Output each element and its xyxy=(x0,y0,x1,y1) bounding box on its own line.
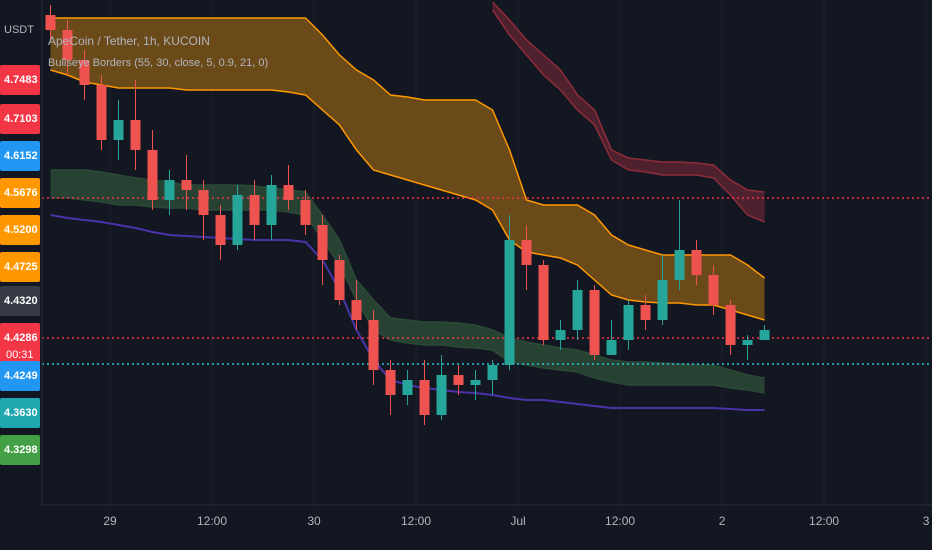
price-badge-label: 4.7103 xyxy=(4,113,38,125)
price-badge xyxy=(0,141,40,171)
x-tick-label: 3 xyxy=(923,514,930,528)
price-badge xyxy=(0,435,40,465)
candle-body xyxy=(453,375,464,385)
price-badge-label: 4.5200 xyxy=(4,224,38,236)
x-tick-label: 2 xyxy=(719,514,726,528)
candle-body xyxy=(283,185,294,200)
candle-body xyxy=(249,195,260,225)
candle-body xyxy=(368,320,379,370)
candle-body xyxy=(538,265,549,340)
band-fill xyxy=(492,2,765,222)
band-lower-line xyxy=(491,9,765,223)
candle-body xyxy=(232,195,243,245)
candle-body xyxy=(215,215,226,245)
price-badge xyxy=(0,215,40,245)
price-badge-label: 4.4286 xyxy=(4,332,38,344)
x-tick-label: 12:00 xyxy=(197,514,227,528)
candle-body xyxy=(470,380,481,385)
candle-body xyxy=(351,300,362,320)
candle-body xyxy=(334,260,345,300)
x-tick-label: 30 xyxy=(307,514,321,528)
candle-body xyxy=(708,275,719,305)
candle-body xyxy=(759,330,770,340)
band-fill xyxy=(50,18,765,320)
candle-body xyxy=(130,120,141,150)
candle-body xyxy=(45,15,56,30)
candle-body xyxy=(266,185,277,225)
indicator-label: Bullseye Borders (55, 30, close, 5, 0.9,… xyxy=(48,57,268,69)
candle-body xyxy=(198,190,209,215)
candle-body xyxy=(164,180,175,200)
price-badge-countdown: 00:31 xyxy=(6,349,34,361)
candle-body xyxy=(674,250,685,280)
candle-body xyxy=(657,280,668,320)
band-upper-line xyxy=(50,17,765,279)
candle-body xyxy=(606,340,617,355)
candle-body xyxy=(521,240,532,265)
price-badge xyxy=(0,398,40,428)
candle-body xyxy=(96,85,107,140)
price-badge-label: 4.3630 xyxy=(4,407,38,419)
candle-body xyxy=(572,290,583,330)
candle-body xyxy=(555,330,566,340)
band-upper-line xyxy=(491,1,765,193)
band-fill xyxy=(50,170,765,393)
candle-body xyxy=(589,290,600,355)
price-badge xyxy=(0,286,40,316)
price-badge-label: 4.5676 xyxy=(4,187,38,199)
candle-body xyxy=(504,240,515,365)
price-badge-label: 4.3298 xyxy=(4,444,38,456)
candle-body xyxy=(113,120,124,140)
x-tick-label: Jul xyxy=(510,514,525,528)
plot-area xyxy=(42,0,932,505)
candle-body xyxy=(742,340,753,345)
candle-body xyxy=(317,225,328,260)
candle-body xyxy=(640,305,651,320)
price-badge-label: 4.4725 xyxy=(4,261,38,273)
candle-body xyxy=(725,305,736,345)
price-badge xyxy=(0,252,40,282)
price-badge-label: 4.4320 xyxy=(4,295,38,307)
unit-label: USDT xyxy=(4,24,34,36)
price-badge xyxy=(0,323,40,363)
price-badge xyxy=(0,104,40,134)
candle-body xyxy=(62,30,73,60)
candle-body xyxy=(691,250,702,275)
chart-title: ApeCoin / Tether, 1h, KUCOIN xyxy=(48,34,210,48)
price-badge xyxy=(0,361,40,391)
candle-body xyxy=(385,370,396,395)
price-badge xyxy=(0,65,40,95)
price-badge xyxy=(0,178,40,208)
x-tick-label: 12:00 xyxy=(401,514,431,528)
candle-body xyxy=(147,150,158,200)
candle-body xyxy=(623,305,634,340)
price-badge-label: 4.4249 xyxy=(4,370,38,382)
x-tick-label: 12:00 xyxy=(809,514,839,528)
price-badge-label: 4.7483 xyxy=(4,74,38,86)
candle-body xyxy=(419,380,430,415)
x-tick-label: 29 xyxy=(103,514,117,528)
candle-body xyxy=(181,180,192,190)
candle-body xyxy=(402,380,413,395)
price-axis: 4.7483 4.7103 4.6152 4.5676 4.5200 4.4725 4.43… xyxy=(0,65,40,465)
price-badge-label: 4.6152 xyxy=(4,150,38,162)
candle-body xyxy=(436,375,447,415)
candle-body xyxy=(487,365,498,380)
candle-body xyxy=(79,60,90,85)
candle-body xyxy=(300,200,311,225)
x-tick-label: 12:00 xyxy=(605,514,635,528)
